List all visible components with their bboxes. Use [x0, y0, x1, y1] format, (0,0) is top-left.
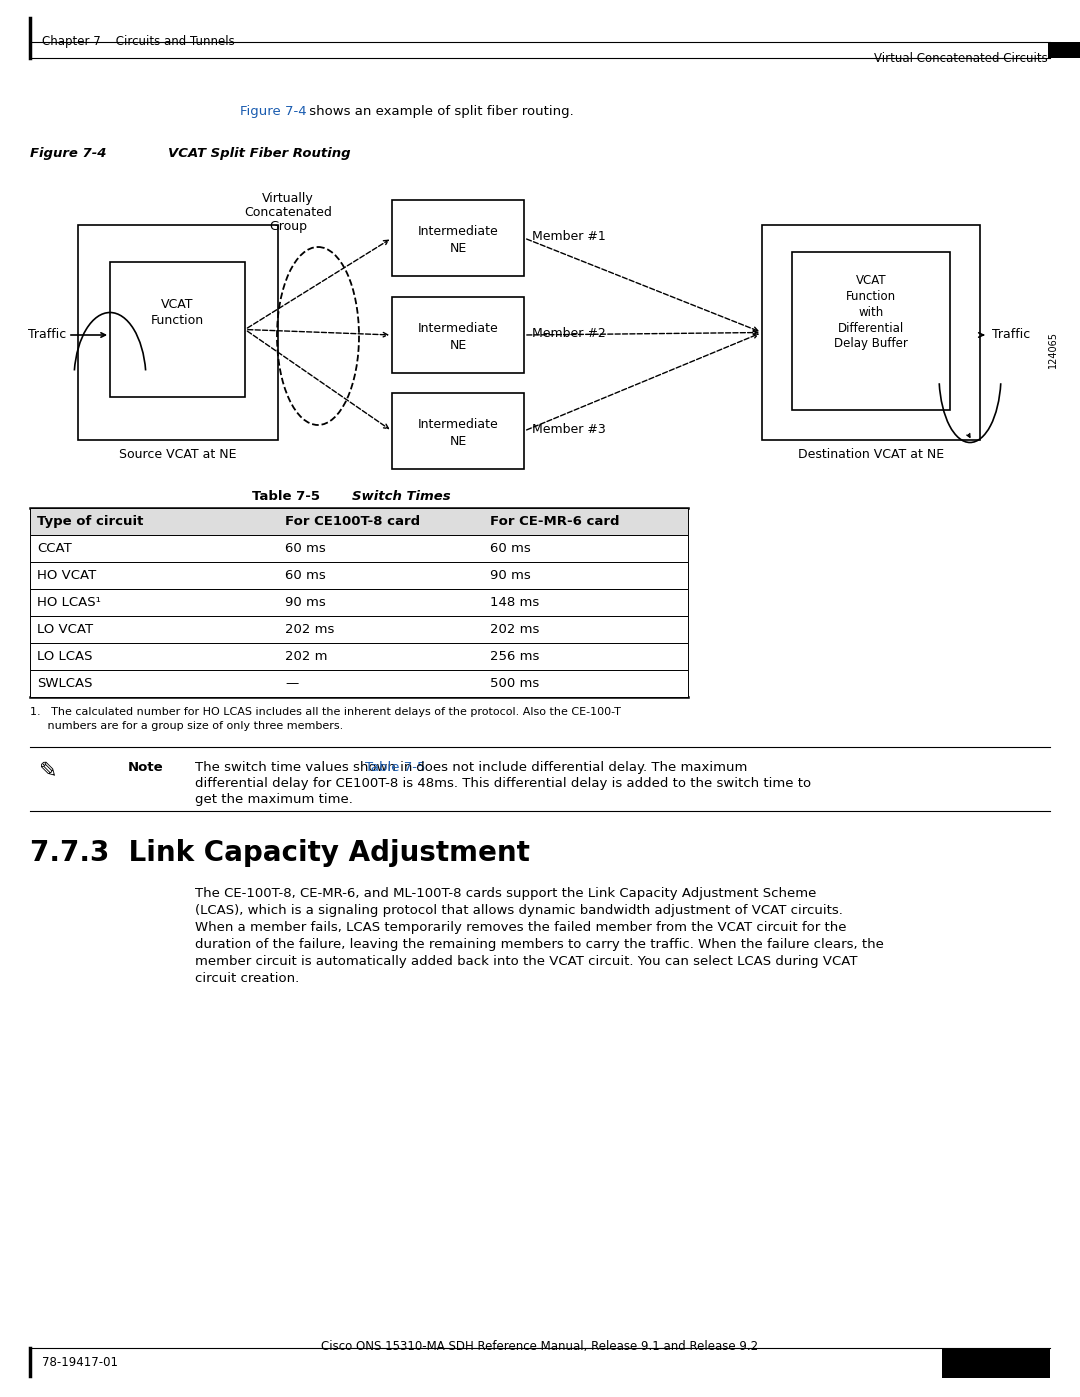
Text: does not include differential delay. The maximum: does not include differential delay. The… [413, 761, 747, 774]
Text: Concatenated: Concatenated [244, 205, 332, 219]
Text: Figure 7-4: Figure 7-4 [240, 105, 307, 117]
Text: NE: NE [449, 339, 467, 352]
Text: Cisco ONS 15310-MA SDH Reference Manual, Release 9.1 and Release 9.2: Cisco ONS 15310-MA SDH Reference Manual,… [322, 1340, 758, 1354]
Text: Source VCAT at NE: Source VCAT at NE [119, 448, 237, 461]
Text: Intermediate: Intermediate [418, 418, 498, 432]
Text: NE: NE [449, 242, 467, 256]
Bar [392, 298, 524, 373]
Text: Virtually: Virtually [262, 191, 314, 205]
Text: NE: NE [449, 434, 467, 448]
Text: (LCAS), which is a signaling protocol that allows dynamic bandwidth adjustment o: (LCAS), which is a signaling protocol th… [195, 904, 842, 916]
Bar [110, 263, 245, 397]
Bar [30, 535, 688, 562]
Text: get the maximum time.: get the maximum time. [195, 793, 353, 806]
Bar [30, 590, 688, 616]
Text: Function: Function [151, 313, 204, 327]
Text: The CE-100T-8, CE-MR-6, and ML-100T-8 cards support the Link Capacity Adjustment: The CE-100T-8, CE-MR-6, and ML-100T-8 ca… [195, 887, 816, 900]
Text: 78-19417-01: 78-19417-01 [42, 1356, 118, 1369]
Bar [30, 562, 688, 590]
Text: Type of circuit: Type of circuit [37, 515, 144, 528]
Text: HO LCAS¹: HO LCAS¹ [37, 597, 100, 609]
Bar [30, 509, 688, 535]
Bar [1048, 42, 1080, 59]
Text: Destination VCAT at NE: Destination VCAT at NE [798, 448, 944, 461]
Text: SWLCAS: SWLCAS [37, 678, 93, 690]
Text: 1.   The calculated number for HO LCAS includes all the inherent delays of the p: 1. The calculated number for HO LCAS inc… [30, 707, 621, 717]
Text: VCAT Split Fiber Routing: VCAT Split Fiber Routing [168, 147, 351, 161]
Bar [30, 643, 688, 671]
Text: 256 ms: 256 ms [490, 650, 539, 664]
Text: 7-13: 7-13 [975, 1352, 1016, 1370]
Text: LO LCAS: LO LCAS [37, 650, 93, 664]
Bar [78, 225, 278, 440]
Text: HO VCAT: HO VCAT [37, 569, 96, 583]
Text: VCAT: VCAT [161, 298, 193, 310]
Text: ✎: ✎ [39, 761, 57, 781]
Text: 500 ms: 500 ms [490, 678, 539, 690]
Text: duration of the failure, leaving the remaining members to carry the traffic. Whe: duration of the failure, leaving the rem… [195, 937, 883, 951]
Text: Member #2: Member #2 [532, 327, 606, 339]
Text: Chapter 7    Circuits and Tunnels: Chapter 7 Circuits and Tunnels [42, 35, 234, 47]
Text: —: — [285, 678, 298, 690]
Text: 60 ms: 60 ms [285, 569, 326, 583]
Bar [392, 393, 524, 469]
Text: Function: Function [846, 289, 896, 303]
Text: circuit creation.: circuit creation. [195, 972, 299, 985]
Text: 60 ms: 60 ms [490, 542, 530, 555]
Text: shows an example of split fiber routing.: shows an example of split fiber routing. [305, 105, 573, 117]
Text: Group: Group [269, 219, 307, 233]
Text: 202 m: 202 m [285, 650, 327, 664]
Text: The switch time values shown in: The switch time values shown in [195, 761, 417, 774]
Text: 148 ms: 148 ms [490, 597, 539, 609]
Text: When a member fails, LCAS temporarily removes the failed member from the VCAT ci: When a member fails, LCAS temporarily re… [195, 921, 847, 935]
Text: 90 ms: 90 ms [285, 597, 326, 609]
Bar [30, 671, 688, 697]
Text: 202 ms: 202 ms [490, 623, 539, 636]
Text: Table 7-5: Table 7-5 [365, 761, 426, 774]
Bar [792, 251, 950, 409]
Text: For CE-MR-6 card: For CE-MR-6 card [490, 515, 620, 528]
Text: Delay Buffer: Delay Buffer [834, 338, 908, 351]
Text: Figure 7-4: Figure 7-4 [30, 147, 107, 161]
Text: 124065: 124065 [1048, 331, 1058, 369]
Text: Differential: Differential [838, 321, 904, 334]
Text: 7.7.3  Link Capacity Adjustment: 7.7.3 Link Capacity Adjustment [30, 840, 530, 868]
Text: Member #1: Member #1 [532, 231, 606, 243]
Text: 60 ms: 60 ms [285, 542, 326, 555]
Text: differential delay for CE100T-8 is 48ms. This differential delay is added to the: differential delay for CE100T-8 is 48ms.… [195, 777, 811, 789]
Text: Member #3: Member #3 [532, 423, 606, 436]
Text: For CE100T-8 card: For CE100T-8 card [285, 515, 420, 528]
Text: Traffic: Traffic [28, 328, 66, 341]
Bar [30, 616, 688, 643]
Text: Switch Times: Switch Times [352, 490, 450, 503]
Text: 202 ms: 202 ms [285, 623, 335, 636]
Text: CCAT: CCAT [37, 542, 71, 555]
Text: Virtual Concatenated Circuits: Virtual Concatenated Circuits [874, 52, 1048, 66]
Text: Traffic: Traffic [993, 328, 1030, 341]
Text: LO VCAT: LO VCAT [37, 623, 93, 636]
Text: with: with [859, 306, 883, 319]
Text: VCAT: VCAT [855, 274, 887, 286]
Text: Table 7-5: Table 7-5 [252, 490, 320, 503]
Text: Note: Note [129, 761, 164, 774]
Text: Intermediate: Intermediate [418, 321, 498, 335]
Bar [942, 1348, 1050, 1377]
Text: 90 ms: 90 ms [490, 569, 530, 583]
Text: Intermediate: Intermediate [418, 225, 498, 237]
Bar [392, 200, 524, 277]
Text: numbers are for a group size of only three members.: numbers are for a group size of only thr… [30, 721, 343, 731]
Bar [762, 225, 980, 440]
Text: member circuit is automatically added back into the VCAT circuit. You can select: member circuit is automatically added ba… [195, 956, 858, 968]
